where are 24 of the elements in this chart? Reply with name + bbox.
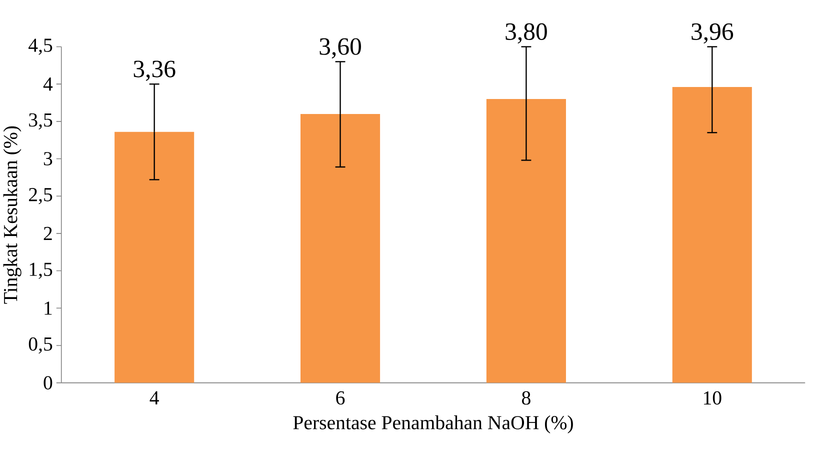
x-tick-label: 8 bbox=[522, 391, 530, 404]
y-tick-label: 4 bbox=[43, 77, 53, 90]
x-tick-label: 6 bbox=[336, 391, 345, 404]
data-label: 3,60 bbox=[320, 38, 361, 58]
y-tick-label: 1,5 bbox=[30, 262, 52, 279]
y-tick-label: 0,5 bbox=[28, 337, 52, 354]
y-tick-label: 3,5 bbox=[29, 113, 52, 130]
y-tick-label: 1 bbox=[44, 301, 52, 315]
bar bbox=[114, 132, 194, 383]
bar bbox=[486, 98, 566, 383]
data-label: 3,96 bbox=[692, 23, 734, 44]
y-tick-label: 4,5 bbox=[28, 38, 52, 55]
y-axis-title: Tingkat Kesukaan (%) bbox=[3, 126, 22, 304]
x-tick-label: 10 bbox=[704, 391, 722, 404]
data-label: 3,80 bbox=[506, 23, 547, 44]
bar bbox=[300, 114, 380, 383]
y-tick-label: 3 bbox=[44, 152, 52, 166]
x-tick-label: 4 bbox=[150, 391, 159, 404]
y-tick-label: 2 bbox=[44, 226, 52, 240]
data-label: 3,36 bbox=[134, 60, 176, 81]
x-axis-title: Persentase Penambahan NaOH (%) bbox=[293, 415, 573, 434]
y-tick-label: 2,5 bbox=[28, 188, 52, 204]
y-tick-label: 0 bbox=[44, 376, 52, 390]
bar bbox=[672, 86, 752, 383]
